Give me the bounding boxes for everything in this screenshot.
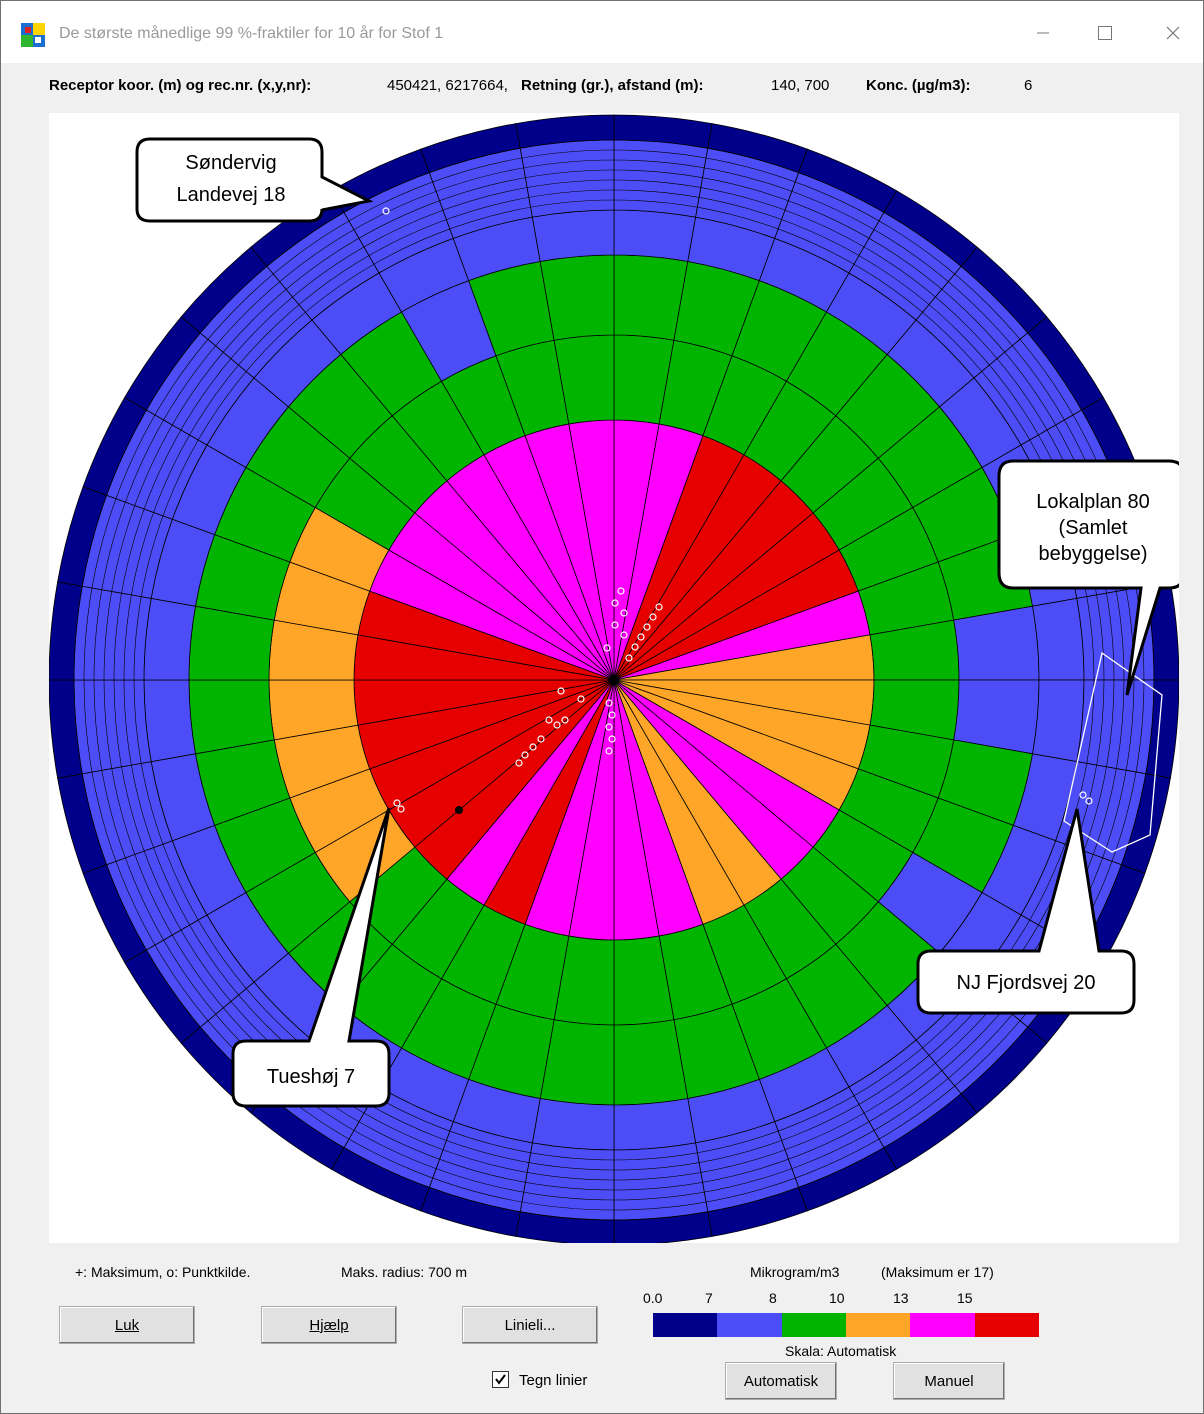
tegn-linier-label: Tegn linier — [519, 1372, 588, 1389]
concentration-plot[interactable]: Søndervig Landevej 18 Lokalplan 80 (Saml… — [49, 113, 1179, 1243]
scale-label-4: 13 — [893, 1290, 909, 1306]
scale-label-1: 7 — [705, 1290, 713, 1306]
scale-swatch-orange — [845, 1313, 911, 1337]
checkmark-icon — [495, 1374, 506, 1385]
tegn-linier-checkbox[interactable] — [492, 1371, 509, 1388]
maximum-marker — [455, 806, 463, 814]
callout-lokalplan: Lokalplan 80 (Samlet bebyggelse) — [997, 459, 1179, 696]
automatisk-button[interactable]: Automatisk — [725, 1362, 837, 1400]
grid-sector — [531, 209, 615, 262]
receptor-label: Receptor koor. (m) og rec.nr. (x,y,nr): — [49, 77, 312, 94]
scale-swatch-blue — [717, 1313, 782, 1337]
ring-line — [83, 149, 1145, 1211]
scale-label-5: 15 — [957, 1290, 973, 1306]
ring-line — [113, 179, 1115, 1181]
close-button[interactable] — [1143, 11, 1203, 55]
overlay-markers — [382, 207, 1163, 853]
lokalplan-area — [1063, 651, 1163, 853]
scale-swatch-green — [781, 1313, 846, 1337]
conc-value: 6 — [1024, 77, 1033, 94]
grid-sector — [519, 139, 615, 218]
grid-sector — [73, 585, 152, 681]
callout-sondervig: Søndervig Landevej 18 — [135, 137, 374, 223]
unit-text: Mikrogram/m3 — [750, 1264, 840, 1280]
color-scale-bar — [653, 1313, 1039, 1337]
point-sources — [382, 207, 1093, 813]
minimize-button[interactable] — [1013, 11, 1073, 55]
window-title: De største månedlige 99 %-fraktiler for … — [59, 25, 444, 42]
ring-sectors — [49, 114, 1179, 1243]
manuel-button[interactable]: Manuel — [893, 1362, 1005, 1400]
grid-sector — [73, 679, 152, 775]
legend-text: +: Maksimum, o: Punktkilde. — [75, 1264, 251, 1280]
grid-sector — [1032, 597, 1085, 681]
grid-sector — [531, 1098, 615, 1151]
close-icon — [1166, 26, 1180, 40]
ring-line — [133, 199, 1095, 1161]
scale-swatch-darkblue — [653, 1313, 718, 1337]
grid-sector — [613, 209, 697, 262]
callout-sondervig-line1: Søndervig — [185, 152, 276, 174]
max-radius-text: Maks. radius: 700 m — [341, 1264, 468, 1280]
scale-swatch-red — [974, 1313, 1039, 1337]
grid-sector — [143, 597, 196, 681]
callout-tueshoj-text: Tueshøj 7 — [267, 1066, 355, 1088]
ring-line — [103, 169, 1125, 1191]
app-icon — [21, 23, 45, 47]
maximum-text: (Maksimum er 17) — [881, 1264, 994, 1280]
grid-sector — [613, 139, 709, 218]
grid-sector — [613, 1142, 709, 1221]
direction-value: 140, 700 — [771, 77, 830, 94]
conc-label: Konc. (µg/m3): — [866, 77, 971, 94]
grid-sector — [515, 114, 615, 149]
callout-sondervig-line2: Landevej 18 — [177, 184, 286, 206]
source-center-marker — [609, 675, 619, 685]
minimize-icon — [1037, 32, 1049, 34]
hjaelp-button[interactable]: Hjælp — [261, 1306, 397, 1344]
linieli-button[interactable]: Linieli... — [462, 1306, 598, 1344]
grid-sector — [1076, 679, 1155, 775]
direction-label: Retning (gr.), afstand (m): — [521, 77, 704, 94]
luk-button[interactable]: Luk — [59, 1306, 195, 1344]
ring-line — [93, 159, 1135, 1201]
maximize-icon — [1098, 26, 1112, 40]
maximize-button[interactable] — [1075, 11, 1135, 55]
grid-sector — [143, 679, 196, 763]
scale-swatch-magenta — [910, 1313, 975, 1337]
callout-lokalplan-line3: bebyggelse) — [1039, 543, 1148, 565]
grid-sector — [613, 1098, 697, 1151]
polar-grid: Søndervig Landevej 18 Lokalplan 80 (Saml… — [49, 114, 1179, 1243]
callout-fjordsvej: NJ Fjordsvej 20 — [916, 808, 1136, 1015]
scale-label-0: 0.0 — [643, 1290, 663, 1306]
scale-mode-text: Skala: Automatisk — [785, 1343, 897, 1359]
title-bar: De største månedlige 99 %-fraktiler for … — [1, 1, 1203, 63]
scale-label-3: 10 — [829, 1290, 845, 1306]
callout-fjordsvej-text: NJ Fjordsvej 20 — [957, 972, 1096, 994]
callout-lokalplan-line1: Lokalplan 80 — [1036, 491, 1149, 513]
grid-sector — [519, 1142, 615, 1221]
grid-sector — [1032, 679, 1085, 763]
callout-lokalplan-line2: (Samlet — [1059, 517, 1128, 539]
scale-label-2: 8 — [769, 1290, 777, 1306]
ring-line — [123, 189, 1105, 1171]
receptor-value: 450421, 6217664, — [387, 77, 508, 94]
sector-lines — [83, 149, 1145, 1211]
callout-tueshoj: Tueshøj 7 — [231, 807, 391, 1108]
